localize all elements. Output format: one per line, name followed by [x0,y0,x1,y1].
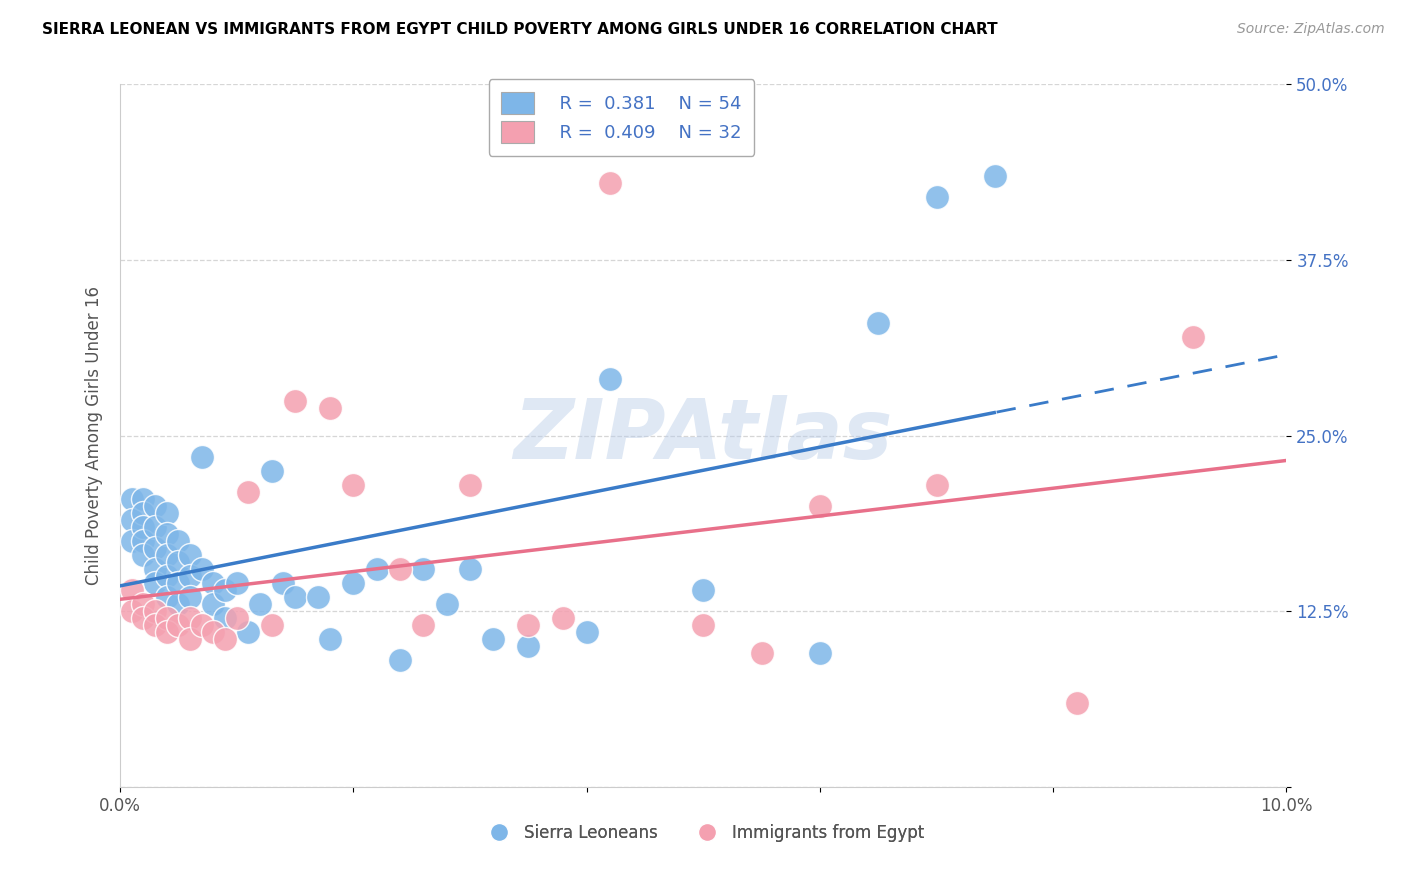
Text: SIERRA LEONEAN VS IMMIGRANTS FROM EGYPT CHILD POVERTY AMONG GIRLS UNDER 16 CORRE: SIERRA LEONEAN VS IMMIGRANTS FROM EGYPT … [42,22,998,37]
Point [167,555,190,569]
Point [1066,696,1088,710]
Point [143,562,166,576]
Point [225,611,247,625]
Point [190,618,212,632]
Point [436,597,458,611]
Point [307,590,329,604]
Point [156,625,179,640]
Point [121,534,143,549]
Point [412,562,434,576]
Point [751,646,773,660]
Point [553,611,575,625]
Point [458,562,481,576]
Point [692,618,714,632]
Point [342,478,364,492]
Point [179,632,201,647]
Point [238,484,260,499]
Point [517,640,540,654]
Legend: Sierra Leoneans, Immigrants from Egypt: Sierra Leoneans, Immigrants from Egypt [475,817,931,849]
Point [692,583,714,598]
Point [132,534,155,549]
Point [868,316,890,330]
Point [190,562,212,576]
Point [342,576,364,591]
Point [132,597,155,611]
Point [156,611,179,625]
Point [214,583,236,598]
Point [808,499,831,513]
Point [366,562,388,576]
Point [121,491,143,506]
Point [202,597,225,611]
Point [412,618,434,632]
Point [599,176,621,190]
Point [121,513,143,527]
Point [225,576,247,591]
Point [599,372,621,386]
Point [1182,330,1205,344]
Point [143,618,166,632]
Point [925,478,948,492]
Point [238,625,260,640]
Point [179,590,201,604]
Point [271,576,294,591]
Point [143,520,166,534]
Point [179,548,201,562]
Point [284,393,307,408]
Point [214,611,236,625]
Point [190,450,212,464]
Text: ZIPAtlas: ZIPAtlas [513,395,893,476]
Point [156,527,179,541]
Point [143,499,166,513]
Point [132,491,155,506]
Point [121,604,143,618]
Point [167,618,190,632]
Point [132,548,155,562]
Point [202,576,225,591]
Point [156,569,179,583]
Text: Source: ZipAtlas.com: Source: ZipAtlas.com [1237,22,1385,37]
Point [984,169,1007,183]
Point [132,506,155,520]
Point [167,534,190,549]
Point [284,590,307,604]
Point [202,625,225,640]
Point [143,576,166,591]
Point [156,548,179,562]
Point [121,583,143,598]
Point [249,597,271,611]
Point [388,653,411,667]
Point [179,569,201,583]
Point [517,618,540,632]
Point [143,604,166,618]
Point [132,611,155,625]
Point [156,506,179,520]
Point [575,625,598,640]
Point [260,464,283,478]
Point [156,590,179,604]
Point [214,632,236,647]
Point [482,632,505,647]
Point [319,632,342,647]
Point [260,618,283,632]
Point [167,576,190,591]
Point [925,190,948,204]
Point [143,541,166,555]
Point [179,611,201,625]
Point [132,520,155,534]
Point [319,401,342,415]
Point [458,478,481,492]
Point [388,562,411,576]
Point [167,597,190,611]
Point [808,646,831,660]
Y-axis label: Child Poverty Among Girls Under 16: Child Poverty Among Girls Under 16 [86,286,103,585]
